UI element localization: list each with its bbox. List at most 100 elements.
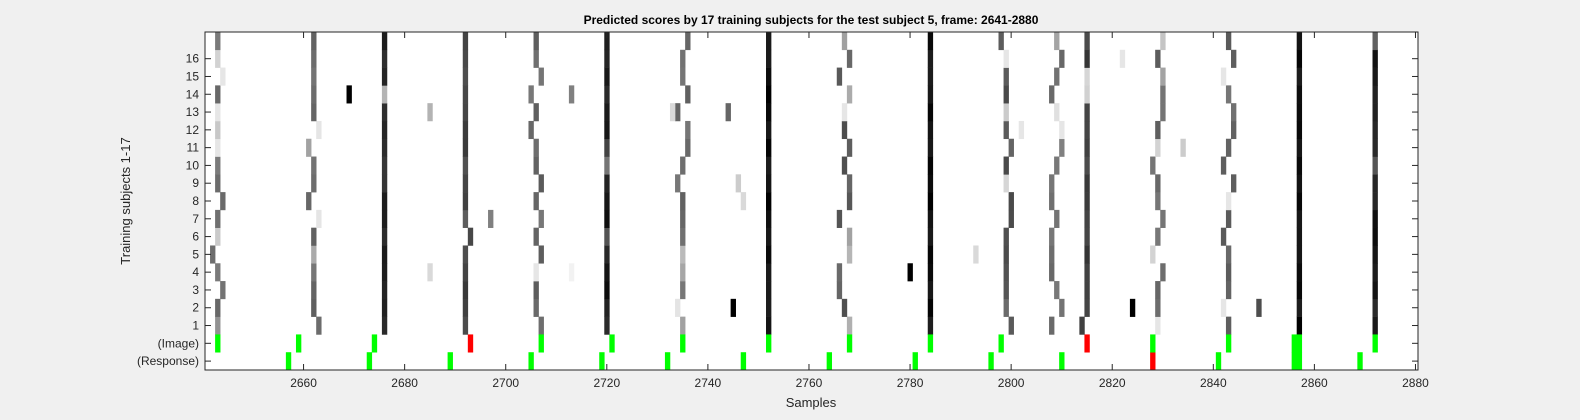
score-cell — [1084, 120, 1090, 140]
score-cell — [311, 263, 317, 282]
score-cell — [1084, 138, 1090, 157]
response-mark — [664, 352, 671, 371]
image-mark — [927, 334, 934, 353]
score-cell — [766, 156, 772, 175]
score-cell — [1372, 192, 1378, 211]
score-cell — [1084, 103, 1090, 122]
score-cell — [462, 316, 469, 335]
score-cell — [766, 192, 772, 211]
score-cell — [766, 209, 772, 228]
score-cell — [766, 316, 772, 335]
image-mark — [846, 334, 853, 353]
score-cell — [533, 32, 539, 51]
score-cell — [927, 85, 934, 104]
score-cell — [1155, 281, 1161, 300]
y-tick-label: 3 — [192, 283, 199, 297]
score-cell — [766, 120, 772, 140]
score-cell — [846, 192, 853, 211]
x-tick-label: 2820 — [1099, 376, 1126, 390]
y-tick-label: 15 — [186, 69, 200, 83]
score-cell — [1225, 209, 1232, 228]
score-cell — [604, 174, 610, 193]
score-cell — [346, 85, 352, 104]
score-cell — [1225, 281, 1232, 300]
score-cell — [311, 49, 317, 68]
score-cell — [841, 32, 848, 51]
score-cell — [927, 298, 934, 317]
y-tick-label: 6 — [192, 230, 199, 244]
score-cell — [215, 32, 221, 51]
score-cell — [1155, 298, 1161, 317]
score-cell — [1372, 209, 1378, 228]
score-cell — [1079, 316, 1085, 335]
x-tick-label: 2700 — [492, 376, 519, 390]
score-cell — [604, 67, 610, 86]
score-cell — [311, 85, 317, 104]
score-cell — [725, 103, 731, 122]
score-cell — [462, 156, 469, 175]
image-mark — [1150, 334, 1156, 353]
score-cell — [680, 245, 686, 264]
score-cell — [740, 192, 747, 211]
score-cell — [306, 192, 312, 211]
score-cell — [1054, 156, 1060, 175]
score-cell — [927, 227, 934, 246]
score-cell — [381, 316, 388, 335]
score-cell — [1084, 281, 1090, 300]
score-cell — [927, 120, 934, 140]
score-cell — [533, 103, 539, 122]
score-cell — [1003, 227, 1009, 246]
score-cell — [1155, 316, 1161, 335]
score-cell — [1296, 120, 1303, 140]
score-cell — [675, 174, 681, 193]
score-cell — [927, 316, 934, 335]
score-cell — [1003, 67, 1009, 86]
x-tick-label: 2720 — [593, 376, 620, 390]
score-cell — [462, 263, 469, 282]
score-cell — [1084, 227, 1090, 246]
score-cell — [1084, 245, 1090, 264]
score-cell — [1008, 192, 1014, 211]
score-cell — [1129, 298, 1136, 317]
score-cell — [306, 138, 312, 157]
score-cell — [1296, 174, 1303, 193]
score-cell — [1372, 67, 1378, 86]
score-cell — [1059, 120, 1065, 140]
score-cell — [604, 263, 610, 282]
score-cell — [1119, 49, 1126, 68]
score-cell — [381, 103, 388, 122]
score-cell — [1372, 138, 1378, 157]
score-cell — [841, 103, 848, 122]
score-cell — [766, 227, 772, 246]
score-cell — [1160, 103, 1166, 122]
score-cell — [1150, 156, 1156, 175]
score-cell — [604, 192, 610, 211]
score-cell — [836, 281, 843, 300]
score-cell — [1225, 32, 1232, 51]
x-tick-label: 2860 — [1301, 376, 1328, 390]
y-tick-label: 2 — [192, 301, 199, 315]
response-mark — [1150, 352, 1156, 371]
score-cell — [381, 298, 388, 317]
score-cell — [1150, 245, 1156, 264]
score-cell — [215, 103, 221, 122]
x-tick-label: 2660 — [290, 376, 317, 390]
score-cell — [1220, 156, 1227, 175]
score-cell — [766, 281, 772, 300]
score-cell — [1003, 245, 1009, 264]
score-cell — [927, 67, 934, 86]
score-cell — [766, 103, 772, 122]
score-cell — [215, 85, 221, 104]
score-cell — [685, 32, 691, 51]
score-cell — [1003, 85, 1009, 104]
x-tick-label: 2780 — [897, 376, 924, 390]
score-cell — [1372, 156, 1378, 175]
score-cell — [215, 263, 221, 282]
score-cell — [381, 174, 388, 193]
score-cell — [1372, 245, 1378, 264]
score-cell — [927, 192, 934, 211]
score-cell — [533, 156, 539, 175]
score-cell — [311, 156, 317, 175]
score-cell — [836, 209, 843, 228]
score-cell — [467, 227, 474, 246]
